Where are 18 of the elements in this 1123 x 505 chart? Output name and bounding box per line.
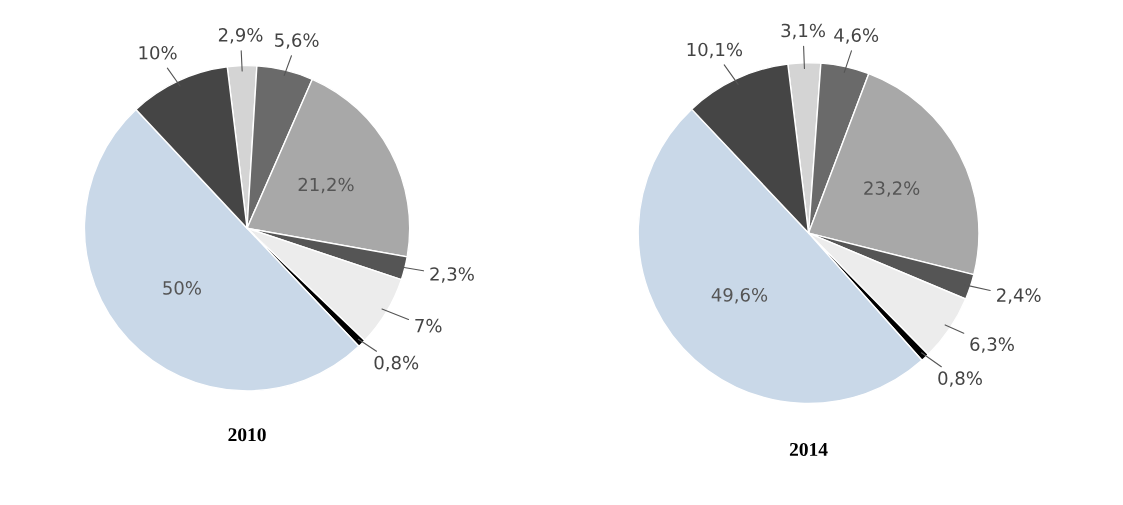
data-label: 49,6% [711, 288, 768, 304]
text: 2010 [228, 428, 266, 442]
data-label: 23,2% [864, 181, 920, 197]
data-label: 4,6% [834, 28, 879, 44]
data-label: 2,4% [997, 288, 1041, 304]
data-label: 0,8% [374, 355, 419, 372]
data-label: 3,1% [781, 23, 825, 40]
data-label: 5,6% [275, 33, 319, 49]
data-label: 21,2% [298, 177, 354, 194]
data-label: 7% [415, 318, 442, 333]
data-label: 10,1% [687, 42, 743, 59]
data-label: 6,3% [970, 337, 1014, 353]
data-label: 50% [163, 281, 201, 295]
data-label: 2,3% [430, 267, 474, 283]
data-label: 10% [139, 45, 177, 60]
data-label: 0,8% [938, 371, 982, 387]
data-label: 2,9% [218, 27, 263, 44]
text: 2014 [789, 442, 828, 457]
